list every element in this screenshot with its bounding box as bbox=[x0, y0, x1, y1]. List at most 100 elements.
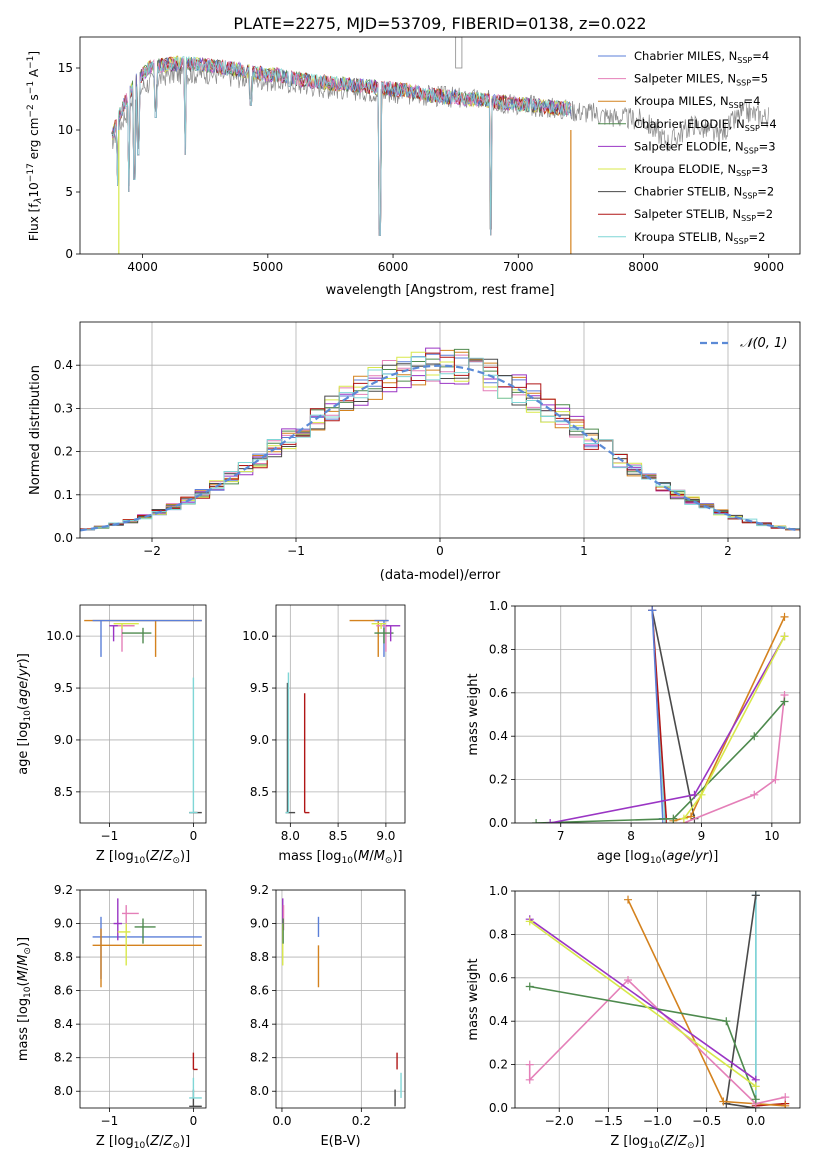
y-tick-label: 0.4 bbox=[54, 358, 73, 372]
x-tick-label: 10 bbox=[764, 829, 779, 843]
panel-age_vs_mass: 8.0 8.5 9.0 8.5 9.0 9.5 10.0 mass [log10(M/M⊙)] bbox=[242, 604, 406, 866]
y-tick-label: 10.0 bbox=[242, 629, 269, 643]
axes-frame bbox=[275, 889, 406, 1109]
panel-mass_vs_Z: −1 0 8.0 8.2 8.4 8.6 8.8 9.0 9.2 Z [log10(Z/Z⊙)] m… bbox=[16, 883, 207, 1151]
x-tick-label: 0.0 bbox=[746, 1114, 765, 1128]
weight-series-chabrier_elodie bbox=[525, 982, 760, 1104]
y-tick-label: 8.6 bbox=[54, 984, 73, 998]
y-tick-label: 8.4 bbox=[54, 1017, 73, 1031]
weight-line bbox=[550, 636, 786, 823]
model-spectrum-kroupa_stelib bbox=[112, 55, 572, 236]
y-tick-label: 0.8 bbox=[489, 927, 508, 941]
figure-title: PLATE=2275, MJD=53709, FIBERID=0138, z=0… bbox=[233, 14, 646, 33]
y-tick-label: 0.1 bbox=[54, 488, 73, 502]
x-tick-label: 0 bbox=[190, 829, 198, 843]
y-axis-label: mass weight bbox=[466, 673, 481, 755]
errorbar-salpeter_elodie bbox=[109, 625, 118, 642]
weight-marker bbox=[750, 790, 759, 799]
weight-series-chabrier_elodie bbox=[532, 697, 789, 823]
weight-series-kroupa_elodie bbox=[525, 917, 760, 1091]
y-tick-label: 8.5 bbox=[250, 785, 269, 799]
errorbar-salpeter_miles bbox=[113, 625, 135, 652]
weight-series-kroupa_miles bbox=[669, 612, 789, 823]
normal-distribution-curve bbox=[80, 364, 800, 532]
errorbar-chabrier_miles bbox=[92, 916, 202, 979]
weight-marker bbox=[686, 812, 695, 821]
y-axis-label: age [log10(age/yr)] bbox=[16, 653, 33, 775]
weight-series-salpeter_elodie bbox=[546, 632, 789, 823]
errorbar-kroupa_elodie bbox=[371, 622, 386, 629]
x-tick-label: −1.5 bbox=[594, 1114, 623, 1128]
plot-area-mass_vs_EBV bbox=[276, 890, 405, 1108]
weight-marker bbox=[751, 1082, 760, 1091]
legend-entry: 𝒩(0, 1) bbox=[740, 336, 787, 351]
x-tick-label: 9000 bbox=[753, 260, 784, 274]
errorbar-kroupa_elodie bbox=[113, 622, 139, 629]
y-axis-label: mass weight bbox=[466, 958, 481, 1040]
x-tick-label: 0.0 bbox=[272, 1114, 291, 1128]
weight-marker bbox=[669, 814, 678, 823]
errorbar-kroupa_stelib bbox=[189, 1077, 202, 1099]
weight-line bbox=[683, 636, 786, 820]
weight-series-salpeter_stelib bbox=[648, 606, 671, 823]
panel-weight_vs_age: 7 8 9 10 0.0 0.2 0.4 0.6 0.8 1.0 age [log10(age/yr… bbox=[466, 599, 801, 866]
weight-marker bbox=[546, 819, 555, 823]
legend: Chabrier MILES, NSSP=4 Salpeter MILES, NS… bbox=[598, 49, 777, 246]
weight-marker bbox=[780, 697, 789, 706]
weight-marker bbox=[525, 1060, 534, 1069]
weight-marker bbox=[525, 917, 534, 926]
weight-marker bbox=[781, 1101, 790, 1108]
weight-series-kroupa_miles bbox=[624, 895, 790, 1108]
residual-histogram-kroupa_stelib bbox=[80, 356, 800, 531]
x-tick-label: 7000 bbox=[503, 260, 534, 274]
plot-area-residuals bbox=[80, 322, 800, 538]
x-tick-label: 6000 bbox=[378, 260, 409, 274]
y-tick-label: 1.0 bbox=[489, 884, 508, 898]
weight-marker bbox=[697, 790, 706, 799]
errorbar-kroupa_stelib bbox=[285, 672, 290, 814]
y-axis-label: Flux [fλ10−17 erg cm−2 s−1 A−1] bbox=[26, 51, 44, 241]
x-tick-label: −1.0 bbox=[643, 1114, 672, 1128]
panel-age_vs_Z: −1 0 8.5 9.0 9.5 10.0 Z [log10(Z/Z⊙)] age [log1… bbox=[16, 604, 207, 866]
y-tick-label: 8.0 bbox=[250, 1084, 269, 1098]
weight-series-kroupa_elodie bbox=[679, 632, 789, 823]
weight-line bbox=[683, 694, 786, 823]
x-axis-label: Z [log10(Z/Z⊙)] bbox=[96, 849, 190, 866]
axes-frame bbox=[275, 604, 406, 824]
x-axis-label: age [log10(age/yr)] bbox=[597, 849, 719, 866]
weight-marker bbox=[751, 891, 760, 900]
x-tick-label: 0 bbox=[436, 544, 444, 558]
x-axis-label: Z [log10(Z/Z⊙)] bbox=[96, 1134, 190, 1151]
y-tick-label: 8.4 bbox=[250, 1017, 269, 1031]
axes-frame bbox=[79, 36, 801, 255]
residual-histogram-chabrier_stelib bbox=[80, 358, 800, 531]
errorbar-kroupa_elodie bbox=[117, 923, 131, 966]
y-tick-label: 9.2 bbox=[250, 883, 269, 897]
y-tick-label: 0.2 bbox=[54, 445, 73, 459]
x-tick-label: 9 bbox=[698, 829, 706, 843]
weight-series-salpeter_elodie bbox=[525, 915, 760, 1084]
y-tick-label: 15 bbox=[58, 61, 73, 75]
weight-marker bbox=[690, 790, 699, 799]
legend-entry: Salpeter MILES, NSSP=5 bbox=[634, 72, 768, 88]
weight-line bbox=[529, 920, 757, 1087]
errorbar-salpeter_elodie bbox=[113, 898, 122, 941]
x-tick-label: 0 bbox=[190, 1114, 198, 1128]
y-tick-label: 8.2 bbox=[54, 1051, 73, 1065]
x-tick-label: −2 bbox=[143, 544, 161, 558]
x-tick-label: 1 bbox=[580, 544, 588, 558]
model-spectrum-salpeter_miles bbox=[112, 57, 572, 236]
weight-series-salpeter_miles bbox=[525, 975, 790, 1108]
y-tick-label: 8.5 bbox=[54, 785, 73, 799]
y-tick-label: 0.2 bbox=[489, 773, 508, 787]
weight-line bbox=[673, 616, 786, 822]
weight-marker bbox=[750, 732, 759, 741]
y-tick-label: 8.8 bbox=[250, 950, 269, 964]
y-tick-label: 0.0 bbox=[54, 531, 73, 545]
axes-frame bbox=[514, 605, 801, 824]
panel-residuals: −2 −1 0 1 2 0.0 0.1 0.2 0.3 0.4 (data-model)/error… bbox=[28, 321, 801, 583]
weight-marker bbox=[532, 819, 541, 823]
weight-marker bbox=[679, 814, 688, 823]
y-tick-label: 0.3 bbox=[54, 401, 73, 415]
